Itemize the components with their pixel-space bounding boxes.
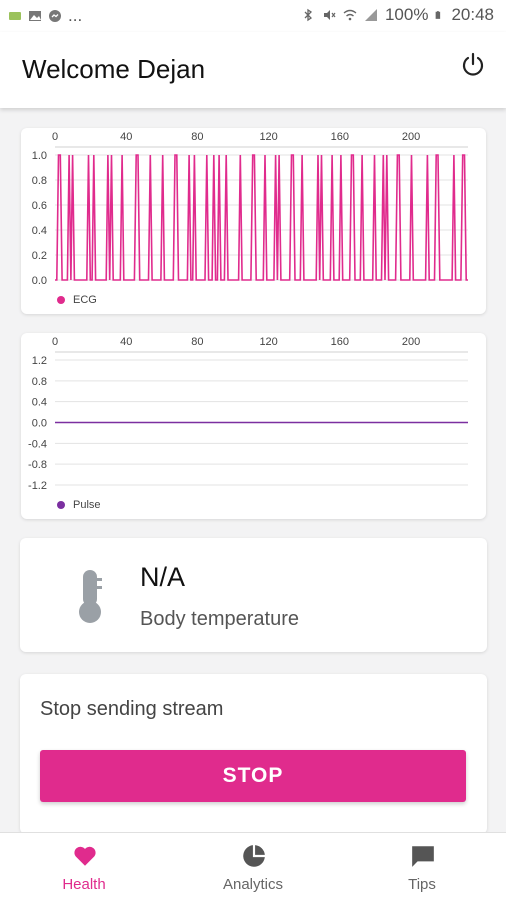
ecg-y-tick: 0.8 (32, 175, 47, 187)
pulse-y-tick: -1.2 (28, 480, 47, 492)
app-bar: Welcome Dejan (0, 32, 506, 108)
clock: 20:48 (451, 5, 494, 24)
ecg-chart-card: 1.0 0.8 0.6 0.4 0.2 0.0 0 40 80 120 160 200 ECG (21, 128, 486, 314)
temperature-label: Body temperature (140, 608, 299, 630)
power-icon[interactable] (460, 52, 486, 78)
pulse-chart: 1.2 0.8 0.4 0.0 -0.4 -0.8 -1.2 0 40 80 120 160 200 (28, 336, 468, 492)
stream-card: Stop sending stream STOP (20, 674, 487, 834)
ecg-y-tick: 0.6 (32, 200, 47, 212)
pulse-x-tick: 160 (331, 336, 349, 348)
ecg-y-tick: 0.0 (32, 275, 47, 287)
bluetooth-icon (304, 8, 312, 22)
pulse-legend: Pulse (57, 499, 101, 511)
temperature-card: N/A Body temperature (20, 538, 487, 652)
status-bar-right: 100% 20:48 (301, 5, 494, 25)
page-title: Welcome Dejan (22, 54, 206, 84)
pulse-legend-label: Pulse (73, 499, 101, 511)
pulse-y-tick: -0.4 (28, 438, 47, 450)
pulse-y-tick: -0.8 (28, 459, 47, 471)
ecg-legend-dot (57, 296, 65, 304)
more-notifications: ... (68, 6, 83, 25)
status-bar-left: ... (8, 6, 82, 26)
status-bar: ... 100% 20:48 (0, 0, 506, 32)
nav-label-tips: Tips (408, 876, 436, 893)
heart-icon (74, 846, 96, 866)
pulse-x-tick: 200 (402, 336, 420, 348)
ecg-legend: ECG (57, 294, 97, 306)
wifi-icon (343, 9, 357, 21)
thermometer-icon (79, 570, 102, 623)
pulse-x-tick: 0 (52, 336, 58, 348)
pulse-y-tick: 0.0 (32, 418, 47, 430)
ecg-x-tick: 160 (331, 131, 349, 143)
ecg-y-tick: 0.2 (32, 250, 47, 262)
pulse-x-tick: 120 (259, 336, 277, 348)
pie-chart-icon (243, 845, 265, 867)
ecg-x-tick: 40 (120, 131, 132, 143)
battery-percent: 100% (384, 5, 429, 24)
temperature-value: N/A (140, 562, 186, 592)
ecg-x-tick: 80 (191, 131, 203, 143)
nav-item-tips[interactable]: Tips (338, 833, 506, 901)
ecg-x-tick: 120 (259, 131, 277, 143)
image-icon (29, 11, 41, 21)
pulse-x-tick: 40 (120, 336, 132, 348)
messenger-icon (49, 10, 61, 22)
signal-icon (364, 9, 377, 21)
pulse-chart-card: 1.2 0.8 0.4 0.0 -0.4 -0.8 -1.2 0 40 80 120 160 200 P… (21, 333, 486, 519)
nav-item-analytics[interactable]: Analytics (169, 833, 337, 901)
ecg-y-tick: 0.4 (32, 225, 47, 237)
ecg-legend-label: ECG (73, 294, 97, 306)
app-notification-icon (9, 12, 21, 20)
ecg-y-tick: 1.0 (32, 150, 47, 162)
pulse-y-tick: 1.2 (32, 355, 47, 367)
pulse-legend-dot (57, 501, 65, 509)
ecg-chart: 1.0 0.8 0.6 0.4 0.2 0.0 0 40 80 120 160 200 (32, 131, 468, 287)
stream-label: Stop sending stream (40, 698, 224, 720)
ecg-x-tick: 200 (402, 131, 420, 143)
battery-icon (436, 11, 441, 19)
chat-bubble-icon (412, 846, 434, 867)
ecg-x-tick: 0 (52, 131, 58, 143)
stop-button[interactable]: STOP (40, 750, 466, 802)
mute-icon (323, 10, 336, 20)
pulse-x-tick: 80 (191, 336, 203, 348)
pulse-y-tick: 0.8 (32, 376, 47, 388)
nav-item-health[interactable]: Health (0, 833, 168, 901)
ecg-series-line (55, 154, 468, 281)
nav-label-analytics: Analytics (222, 876, 284, 893)
bottom-nav: Health Analytics Tips (0, 832, 506, 901)
pulse-y-tick: 0.4 (32, 397, 47, 409)
nav-label-health: Health (62, 876, 106, 893)
